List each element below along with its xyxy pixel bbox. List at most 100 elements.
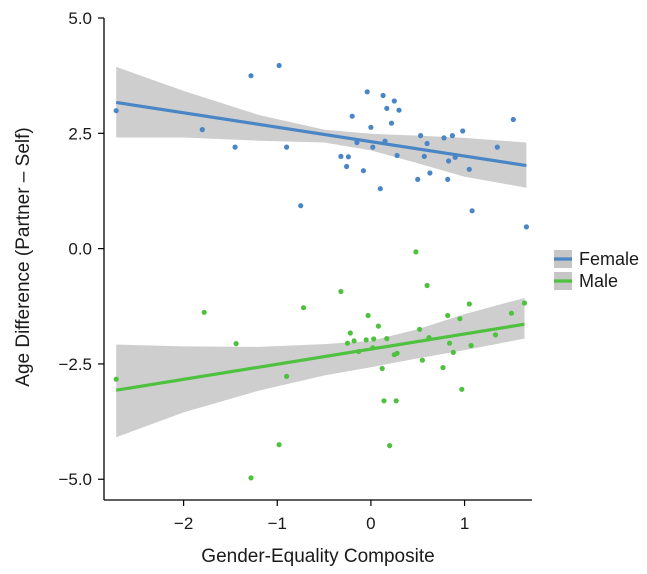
male-data-point [508, 310, 514, 316]
female-data-point [345, 154, 351, 160]
female-data-point [427, 170, 433, 176]
male-data-point [371, 336, 377, 342]
male-data-point [375, 323, 381, 329]
male-data-point [344, 340, 351, 346]
y-tick-label: 2.5 [68, 124, 92, 143]
y-ticks: 5.0 2.5 0.0 −2.5 −5.0 [58, 9, 104, 489]
female-data-point [466, 166, 472, 172]
female-data-point [469, 208, 475, 214]
female-data-point [449, 133, 455, 139]
male-data-point [347, 330, 353, 336]
female-data-point [368, 124, 374, 130]
y-tick-label: 5.0 [68, 9, 92, 28]
female-data-point [298, 203, 304, 209]
female-data-point [276, 62, 282, 69]
male-data-point [381, 398, 387, 404]
male-data-point [276, 442, 282, 448]
male-data-point [447, 340, 453, 346]
female-data-point [380, 92, 386, 99]
male-data-point [417, 326, 423, 332]
female-data-point [421, 153, 427, 159]
male-data-point [440, 365, 446, 371]
male-data-point [351, 338, 357, 344]
male-data-point [384, 336, 390, 342]
y-tick-label: 0.0 [68, 240, 92, 259]
y-axis-title: Age Difference (Partner – Self) [13, 127, 34, 386]
male-data-point [248, 475, 254, 481]
female-data-point [494, 144, 500, 150]
male-data-point [363, 337, 369, 343]
female-data-point [396, 107, 402, 113]
x-tick-label: 0 [366, 514, 375, 533]
female-data-point [364, 89, 370, 95]
male-data-point [413, 249, 419, 255]
female-data-point [232, 144, 238, 150]
female-confidence-band [116, 66, 527, 188]
female-data-point [415, 176, 421, 182]
female-data-point [199, 127, 205, 133]
male-data-point [424, 282, 430, 289]
male-data-point [379, 365, 385, 372]
regression-lines [115, 100, 527, 392]
female-data-point [391, 98, 397, 104]
male-data-point [387, 443, 393, 449]
male-data-point [459, 386, 465, 392]
male-data-point [394, 350, 400, 356]
female-data-point [424, 140, 430, 147]
male-data-point [284, 373, 290, 379]
male-confidence-band [116, 298, 525, 438]
male-data-point [492, 332, 499, 338]
female-data-point [344, 163, 350, 170]
male-data-point [365, 312, 371, 319]
female-data-point [510, 116, 516, 123]
x-tick-label: −2 [174, 514, 193, 533]
male-data-point [338, 288, 344, 295]
male-data-point [113, 376, 119, 382]
male-data-point [233, 341, 239, 347]
female-data-point [377, 186, 383, 192]
female-data-point [248, 73, 254, 79]
female-data-point [354, 139, 360, 146]
x-tick-label: −1 [268, 514, 287, 533]
female-data-point [394, 152, 400, 159]
female-data-point [418, 133, 424, 139]
female-regression-line [115, 100, 527, 168]
male-data-point [466, 301, 472, 307]
male-data-point [426, 335, 432, 341]
female-data-point [446, 158, 452, 164]
female-data-point [460, 128, 466, 134]
male-data-point [468, 342, 474, 349]
x-ticks: −2 −1 0 1 [174, 500, 469, 533]
female-data-point [284, 144, 290, 150]
male-legend-label: Male [579, 271, 618, 291]
male-data-point [356, 348, 362, 355]
male-data-point [445, 312, 451, 319]
female-data-point [384, 105, 390, 111]
female-legend-label: Female [579, 249, 639, 269]
female-data-point [349, 113, 355, 119]
male-regression-line [115, 322, 525, 392]
female-data-point [338, 153, 344, 159]
male-data-point [370, 345, 376, 351]
female-data-point [388, 120, 395, 126]
male-data-point [300, 305, 307, 311]
female-data-point [113, 108, 119, 114]
female-data-point [441, 135, 447, 141]
male-data-point [201, 309, 207, 315]
male-data-point [521, 300, 528, 306]
female-data-point [360, 168, 366, 174]
female-data-point [382, 138, 388, 144]
x-tick-label: 1 [460, 514, 469, 533]
male-data-point [450, 349, 456, 355]
axes [103, 18, 532, 501]
y-tick-label: −5.0 [58, 470, 92, 489]
female-data-point [370, 144, 376, 150]
x-axis-title: Gender-Equality Composite [201, 546, 434, 567]
male-data-point [457, 316, 463, 322]
female-data-point [452, 154, 458, 160]
female-data-point [445, 176, 451, 182]
y-tick-label: −2.5 [58, 355, 92, 374]
data-points [113, 62, 530, 481]
